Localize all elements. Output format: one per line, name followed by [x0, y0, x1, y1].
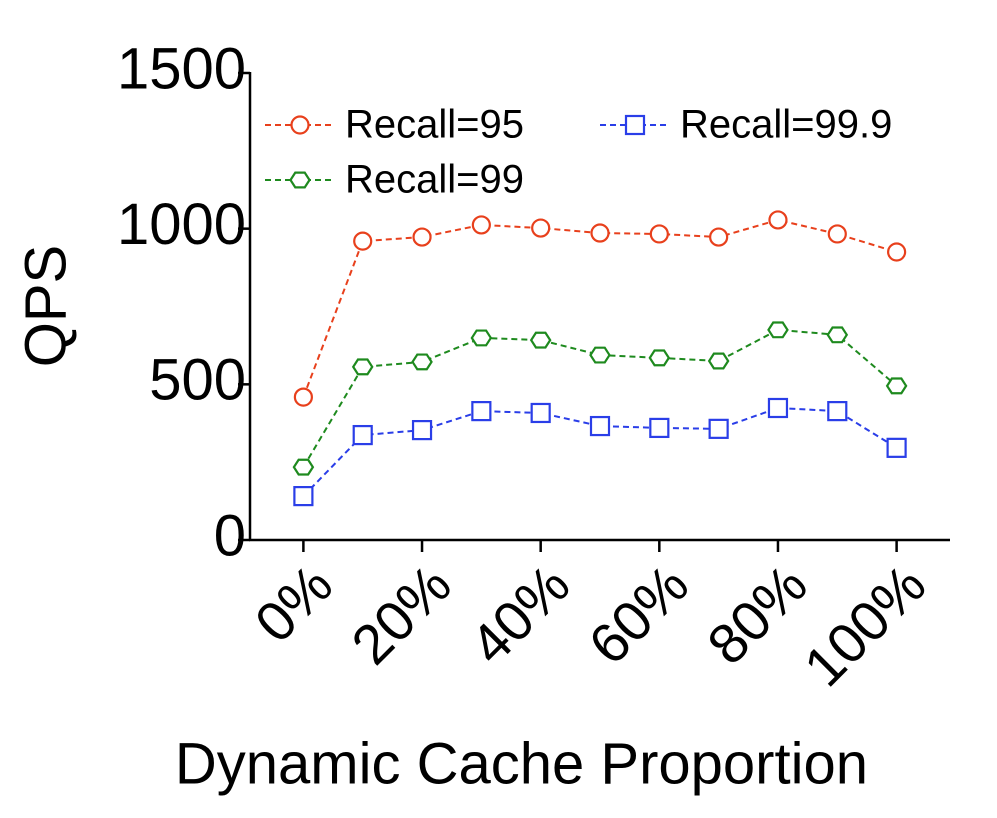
data-point	[293, 486, 314, 507]
data-point	[767, 321, 789, 339]
legend-label: Recall=95	[345, 103, 524, 147]
y-tick-label: 0	[214, 503, 246, 568]
data-point	[470, 329, 493, 347]
data-point	[589, 415, 611, 437]
x-tick-label: 0%	[243, 552, 345, 654]
data-point	[353, 231, 373, 251]
data-point	[707, 352, 730, 370]
x-tick-label: 20%	[339, 552, 463, 676]
data-point	[471, 401, 492, 422]
legend-label: Recall=99.9	[680, 103, 892, 147]
x-tick-label: 100%	[792, 552, 938, 698]
legend-label: Recall=99	[345, 158, 524, 202]
data-point	[827, 224, 847, 244]
x-tick-label: 60%	[576, 552, 700, 676]
series-line	[302, 218, 897, 398]
data-point	[648, 349, 671, 367]
data-point	[886, 437, 907, 458]
data-point	[589, 346, 611, 364]
y-tick-label: 1000	[117, 192, 246, 257]
data-point	[768, 210, 788, 230]
data-point	[590, 223, 610, 243]
legend-marker	[624, 114, 646, 136]
data-point	[412, 227, 432, 247]
data-point	[885, 377, 908, 395]
data-point	[471, 215, 491, 235]
data-point	[529, 331, 552, 349]
data-point	[293, 387, 313, 407]
data-point	[826, 326, 849, 344]
data-point	[530, 402, 551, 424]
data-point	[887, 242, 907, 262]
data-point	[708, 418, 729, 439]
legend-marker	[290, 115, 310, 135]
x-tick-label: 40%	[458, 552, 582, 676]
legend-marker	[289, 171, 311, 189]
data-point	[531, 218, 551, 238]
data-point	[292, 458, 315, 476]
data-point	[709, 227, 729, 247]
data-point	[649, 224, 669, 244]
data-point	[649, 417, 670, 439]
data-point	[827, 401, 848, 422]
data-point	[411, 353, 433, 371]
data-point	[767, 397, 789, 419]
series-line	[302, 406, 898, 497]
data-point	[351, 358, 374, 376]
x-axis-label: Dynamic Cache Proportion	[175, 731, 868, 796]
data-point	[411, 419, 433, 441]
y-tick-label: 1500	[117, 36, 246, 101]
data-point	[352, 424, 373, 446]
y-tick-label: 500	[149, 348, 246, 413]
y-axis-label: QPS	[13, 245, 78, 368]
